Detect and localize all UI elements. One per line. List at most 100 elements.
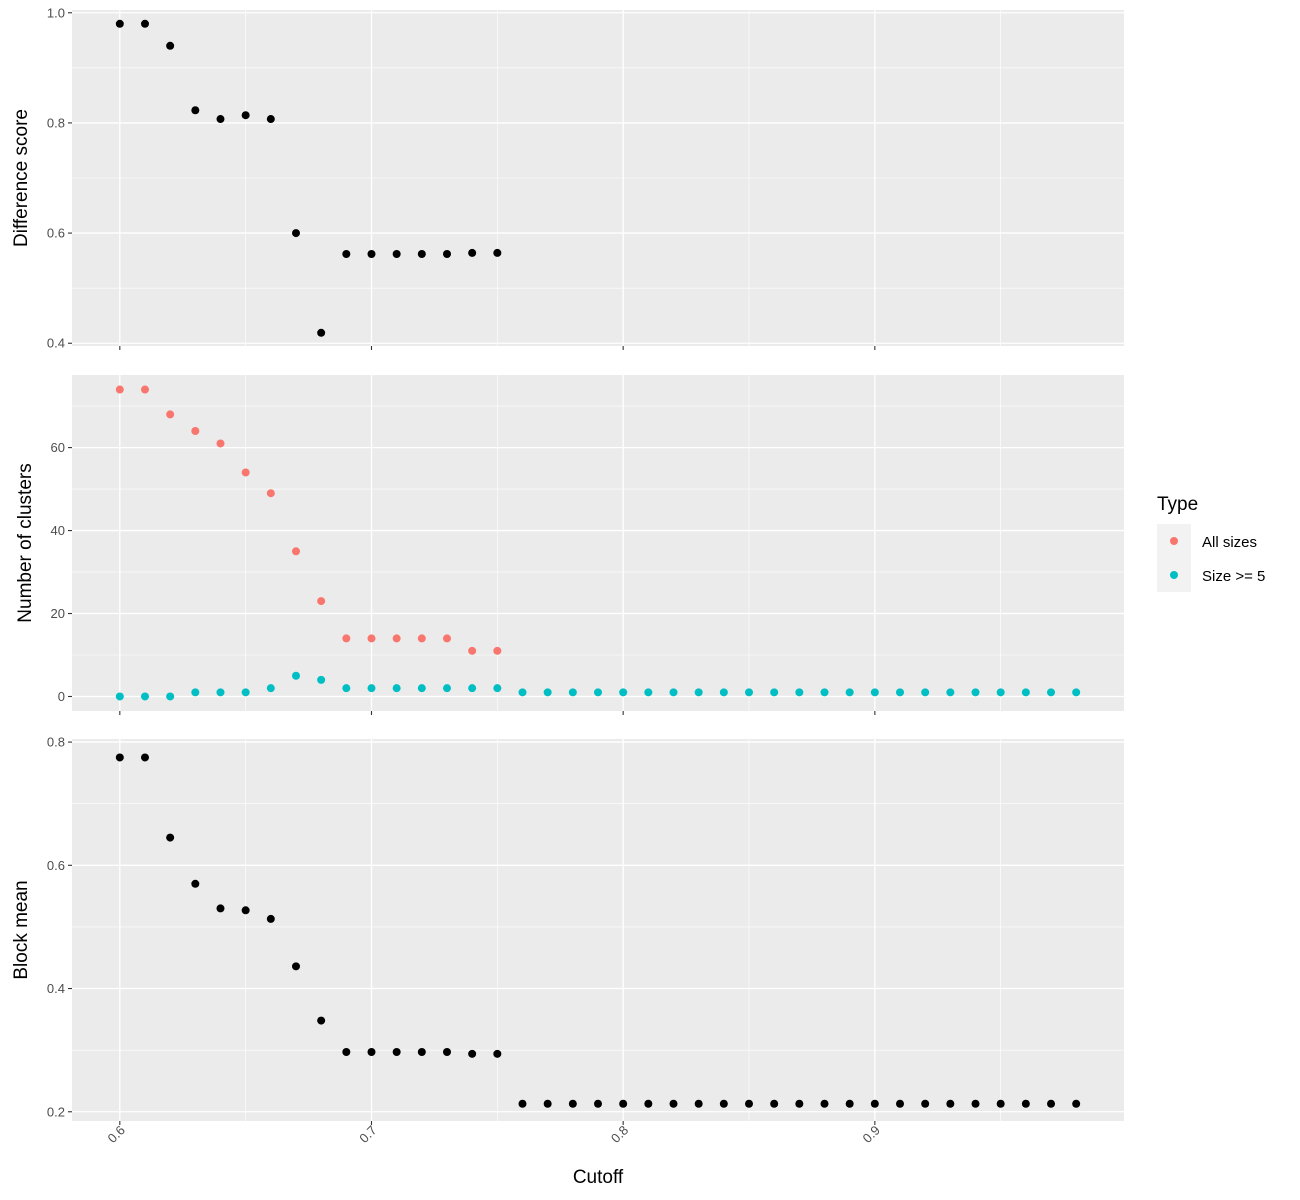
- data-point: [568, 688, 577, 697]
- data-points: [115, 753, 1081, 1108]
- legend-key-point: [1170, 537, 1178, 545]
- data-point: [619, 1099, 628, 1108]
- data-point: [896, 688, 905, 697]
- data-point: [367, 684, 376, 693]
- data-point: [594, 688, 602, 697]
- data-point: [115, 753, 124, 762]
- data-point: [795, 1099, 804, 1108]
- data-point: [971, 688, 980, 697]
- minor-gridlines: [72, 10, 1124, 346]
- data-point: [770, 688, 779, 697]
- data-point: [921, 1099, 930, 1108]
- data-point: [191, 688, 200, 697]
- data-point: [166, 41, 175, 50]
- data-point: [694, 688, 703, 697]
- data-point: [291, 962, 300, 971]
- data-point: [669, 688, 678, 697]
- panel-number-of-clusters: 0 20 40 60 Number of clusters: [15, 375, 1124, 715]
- y-axis-title: Difference score: [11, 109, 32, 247]
- data-point: [1021, 1099, 1030, 1108]
- data-point: [291, 229, 300, 238]
- data-point: [266, 914, 275, 923]
- data-point: [266, 489, 275, 498]
- panel-difference-score: 0.4 0.6 0.8 1.0 Difference score: [11, 5, 1124, 351]
- data-point: [493, 1049, 502, 1058]
- data-point: [719, 1099, 728, 1108]
- data-point: [216, 688, 225, 697]
- data-point: [996, 1099, 1005, 1108]
- data-point: [896, 1099, 905, 1108]
- data-point: [870, 688, 879, 697]
- x-axis-ticks: [119, 1121, 876, 1125]
- data-points: [115, 19, 502, 337]
- data-point: [342, 634, 351, 643]
- data-point: [417, 1047, 426, 1056]
- panel-background: [72, 739, 1124, 1121]
- y-tick-label: 0.4: [47, 336, 65, 351]
- data-point: [392, 684, 401, 693]
- data-point: [216, 904, 225, 913]
- y-axis: 0.2 0.4 0.6 0.8: [47, 735, 72, 1119]
- data-point: [241, 468, 250, 477]
- data-point: [291, 547, 300, 556]
- data-point: [468, 248, 477, 257]
- data-point: [644, 688, 653, 697]
- y-axis: 0.4 0.6 0.8 1.0: [47, 5, 72, 351]
- data-point: [694, 1099, 703, 1108]
- legend-item-size-5-plus: Size >= 5: [1157, 558, 1265, 592]
- data-point: [543, 688, 552, 697]
- y-tick-label: 0.4: [47, 981, 65, 996]
- data-point: [719, 688, 728, 697]
- data-points: [115, 385, 1081, 701]
- data-point: [619, 688, 628, 697]
- data-point: [191, 427, 200, 435]
- data-point: [820, 688, 829, 697]
- data-point: [266, 115, 275, 124]
- data-point: [770, 1099, 779, 1108]
- legend-label: All sizes: [1202, 534, 1257, 551]
- data-point: [518, 688, 527, 697]
- x-tick-label: 0.9: [860, 1123, 883, 1146]
- data-point: [468, 684, 477, 693]
- data-point: [392, 634, 401, 643]
- data-point: [971, 1099, 980, 1108]
- y-tick-label: 0.6: [47, 226, 65, 241]
- data-point: [442, 634, 451, 643]
- data-point: [216, 439, 225, 448]
- major-gridlines: [72, 739, 1124, 1121]
- data-point: [870, 1099, 879, 1108]
- data-point: [317, 675, 326, 684]
- major-gridlines: [72, 10, 1124, 346]
- data-point: [442, 684, 451, 693]
- data-point: [946, 1099, 955, 1108]
- y-tick-label: 60: [51, 440, 65, 455]
- y-tick-label: 0.2: [47, 1104, 65, 1119]
- data-point: [342, 684, 351, 693]
- data-point: [417, 250, 426, 259]
- data-point: [392, 250, 401, 259]
- data-point: [1047, 1099, 1056, 1108]
- legend-label: Size >= 5: [1202, 568, 1265, 585]
- data-point: [745, 688, 754, 697]
- data-point: [191, 106, 200, 115]
- y-axis-title: Number of clusters: [15, 463, 36, 622]
- legend-key-point: [1170, 571, 1178, 579]
- data-point: [1072, 1099, 1081, 1108]
- x-tick-label: 0.7: [356, 1123, 379, 1146]
- data-point: [669, 1099, 678, 1108]
- data-point: [417, 684, 426, 693]
- data-point: [1047, 688, 1056, 697]
- data-point: [946, 688, 955, 697]
- data-point: [921, 688, 930, 697]
- data-point: [845, 1099, 854, 1108]
- data-point: [845, 688, 854, 697]
- data-point: [166, 692, 175, 701]
- data-point: [795, 688, 804, 697]
- data-point: [745, 1099, 754, 1108]
- data-point: [392, 1047, 401, 1056]
- data-point: [241, 688, 250, 697]
- data-point: [367, 634, 376, 643]
- legend-title: Type: [1157, 494, 1198, 515]
- data-point: [317, 1016, 326, 1025]
